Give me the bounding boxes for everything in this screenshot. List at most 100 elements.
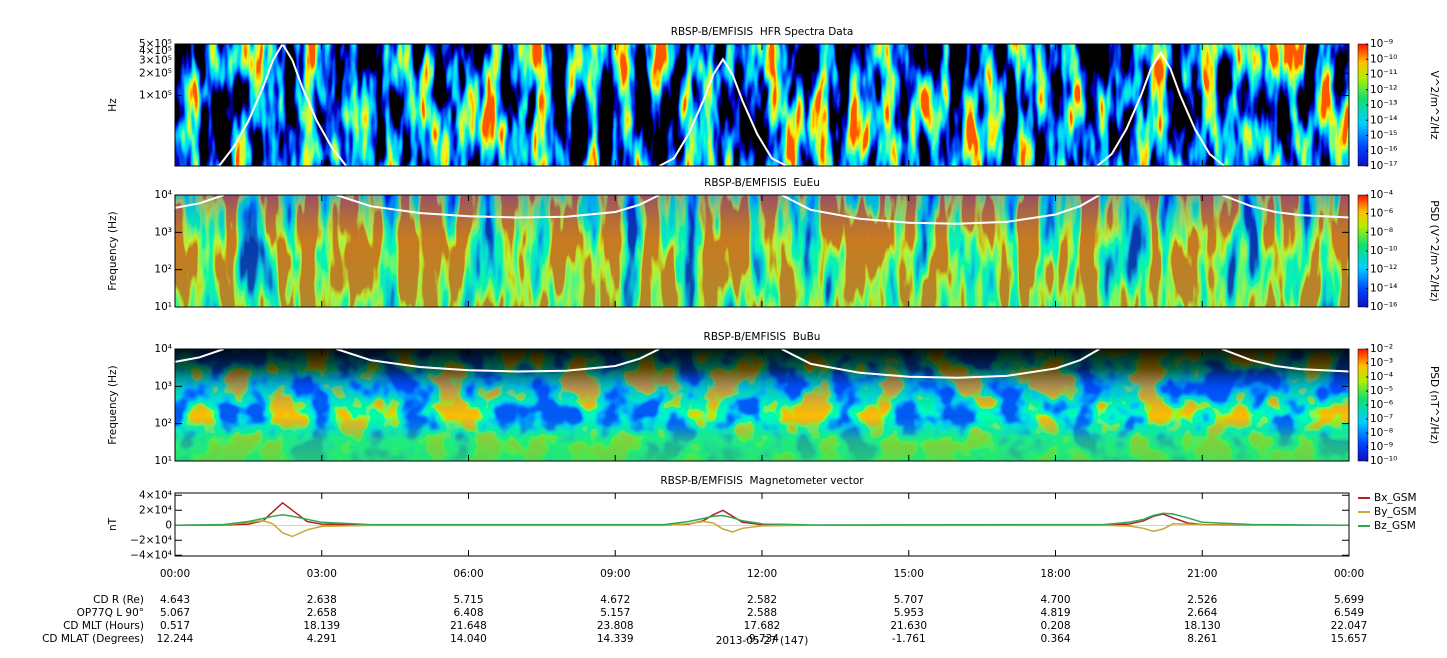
- colorbar-tick-label: 10⁻⁶: [1370, 208, 1393, 220]
- ephemeris-label: CD MLAT (Degrees): [42, 633, 144, 645]
- spectrogram-shade: [175, 195, 1349, 307]
- legend-label: By_GSM: [1374, 506, 1417, 518]
- ephemeris-value: 23.808: [597, 620, 634, 632]
- y-tick-label: 1×10⁵: [139, 89, 172, 101]
- y-axis-label: Hz: [107, 98, 119, 112]
- ephemeris-label: CD R (Re): [93, 594, 144, 606]
- x-tick-label: 00:00: [160, 568, 190, 580]
- ephemeris-label: OP77Q L 90°: [77, 607, 144, 619]
- ephemeris-value: 5.715: [453, 594, 483, 606]
- colorbar-tick-label: 10⁻¹¹: [1370, 69, 1397, 81]
- ephemeris-value: 12.244: [157, 633, 194, 645]
- panel-title: RBSP-B/EMFISIS Magnetometer vector: [660, 475, 864, 487]
- plot-frame: [174, 194, 1350, 308]
- colorbar-tick-label: 10⁻⁷: [1370, 413, 1393, 425]
- ephemeris-value: -9.734: [745, 633, 779, 645]
- ephemeris-value: 2.658: [307, 607, 337, 619]
- legend-label: Bz_GSM: [1374, 520, 1416, 532]
- ephemeris-value: -1.761: [892, 633, 926, 645]
- y-tick-label: −4×10⁴: [130, 549, 172, 561]
- y-tick-label: 10¹: [154, 455, 172, 467]
- y-tick-label: 5×10⁵: [139, 38, 172, 50]
- x-tick-label: 21:00: [1187, 568, 1217, 580]
- plot-frame: [174, 43, 1350, 167]
- series-line: [174, 194, 1350, 225]
- colorbar-tick-label: 10⁻¹⁶: [1370, 145, 1397, 157]
- ephemeris-value: 5.067: [160, 607, 190, 619]
- legend-label: Bx_GSM: [1374, 492, 1417, 504]
- colorbar-tick-label: 10⁻¹²: [1370, 84, 1397, 96]
- colorbar-tick-label: 10⁻¹⁴: [1370, 282, 1397, 294]
- y-tick-label: 10⁴: [154, 189, 172, 201]
- colorbar-tick-label: 10⁻¹²: [1370, 264, 1397, 276]
- ephemeris-value: 14.040: [450, 633, 487, 645]
- colorbar-tick-label: 10⁻¹³: [1370, 99, 1397, 111]
- x-tick-label: 18:00: [1040, 568, 1070, 580]
- ephemeris-value: 2.638: [307, 594, 337, 606]
- ephemeris-value: 21.648: [450, 620, 487, 632]
- colorbar-tick-label: 10⁻⁶: [1370, 399, 1393, 411]
- ephemeris-value: 4.643: [160, 594, 190, 606]
- y-tick-label: 0: [165, 519, 172, 531]
- ephemeris-value: 2.664: [1187, 607, 1217, 619]
- colorbar-tick-label: 10⁻¹⁰: [1370, 245, 1397, 257]
- y-tick-label: 10⁴: [154, 343, 172, 355]
- colorbar-tick-label: 10⁻¹⁵: [1370, 130, 1397, 142]
- colorbar-tick-label: 10⁻⁸: [1370, 427, 1393, 439]
- colorbar-tick-label: 10⁻¹⁶: [1370, 301, 1397, 313]
- ephemeris-value: 5.157: [600, 607, 630, 619]
- ephemeris-value: 5.699: [1334, 594, 1364, 606]
- x-tick-label: 09:00: [600, 568, 630, 580]
- colorbar-tick-label: 10⁻⁴: [1370, 189, 1393, 201]
- ephemeris-value: 8.261: [1187, 633, 1217, 645]
- colorbar-tick-label: 10⁻²: [1370, 343, 1393, 355]
- y-axis-label: nT: [107, 517, 119, 531]
- ephemeris-value: 18.139: [303, 620, 340, 632]
- y-tick-label: −2×10⁴: [130, 534, 172, 546]
- panel-title: RBSP-B/EMFISIS BuBu: [704, 331, 821, 343]
- y-tick-label: 10³: [154, 380, 172, 392]
- y-tick-label: 4×10⁵: [139, 45, 172, 57]
- spectrogram-shade: [175, 349, 1349, 461]
- y-tick-label: 3×10⁵: [139, 54, 172, 66]
- y-tick-label: 10²: [154, 264, 172, 276]
- ephemeris-value: 4.291: [307, 633, 337, 645]
- x-tick-label: 06:00: [453, 568, 483, 580]
- colorbar-tick-label: 10⁻⁹: [1370, 441, 1393, 453]
- x-tick-label: 03:00: [307, 568, 337, 580]
- ephemeris-value: 2.588: [747, 607, 777, 619]
- series-line: [174, 348, 1350, 379]
- colorbar-tick-label: 10⁻⁹: [1370, 38, 1393, 50]
- date-label: 2013-05-27 (147): [716, 635, 809, 647]
- x-tick-label: 00:00: [1334, 568, 1364, 580]
- ephemeris-value: 6.408: [453, 607, 483, 619]
- y-tick-label: 4×10⁴: [139, 489, 172, 501]
- y-tick-label: 2×10⁵: [139, 67, 172, 79]
- colorbar-tick-label: 10⁻⁵: [1370, 385, 1393, 397]
- x-tick-label: 12:00: [747, 568, 777, 580]
- y-tick-label: 2×10⁴: [139, 504, 172, 516]
- y-tick-label: 10¹: [154, 301, 172, 313]
- y-tick-label: 10³: [154, 226, 172, 238]
- spectrogram-image: [175, 44, 1349, 166]
- colorbar-tick-label: 10⁻¹⁰: [1370, 455, 1397, 467]
- ephemeris-value: 18.130: [1184, 620, 1221, 632]
- ephemeris-value: 4.819: [1040, 607, 1070, 619]
- colorbar-tick-label: 10⁻¹⁰: [1370, 53, 1397, 65]
- plot-frame: [174, 348, 1350, 462]
- ephemeris-value: 6.549: [1334, 607, 1364, 619]
- colorbar-label: PSD (V^2/m^2/Hz): [1428, 200, 1440, 301]
- colorbar-tick-label: 10⁻¹⁷: [1370, 160, 1397, 172]
- ephemeris-value: 0.208: [1040, 620, 1070, 632]
- ephemeris-value: 5.707: [894, 594, 924, 606]
- ephemeris-value: 22.047: [1331, 620, 1368, 632]
- ephemeris-value: 15.657: [1331, 633, 1368, 645]
- ephemeris-value: 0.517: [160, 620, 190, 632]
- colorbar-tick-label: 10⁻¹⁴: [1370, 114, 1397, 126]
- ephemeris-value: 2.582: [747, 594, 777, 606]
- ephemeris-value: 21.630: [890, 620, 927, 632]
- x-tick-label: 15:00: [894, 568, 924, 580]
- panel-title: RBSP-B/EMFISIS HFR Spectra Data: [671, 26, 854, 38]
- ephemeris-value: 5.953: [894, 607, 924, 619]
